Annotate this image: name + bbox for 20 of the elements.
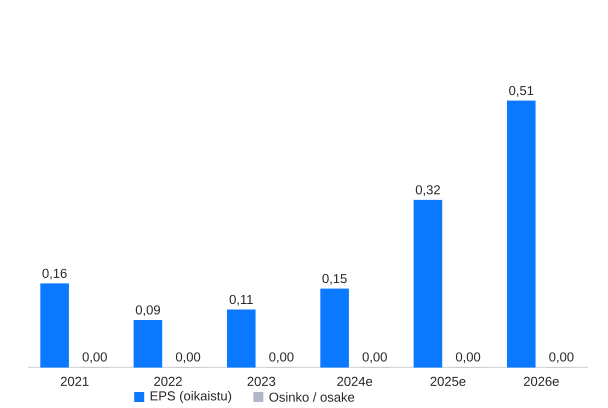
data-label: 0,00 [549, 352, 574, 364]
x-tick-label: 2024e [337, 376, 372, 386]
data-label: 0,15 [322, 274, 347, 285]
x-tick-label: 2023 [248, 376, 276, 386]
data-label: 0,16 [42, 268, 67, 280]
x-tick-label: 2022 [154, 376, 182, 386]
x-tick-label: 2026e [524, 376, 559, 386]
data-label: 0,32 [416, 185, 440, 196]
x-tick-label: 2021 [60, 376, 88, 386]
data-label: 0,51 [509, 86, 534, 97]
legend-label: Osinko / osake [269, 392, 354, 402]
legend-label: EPS (oikaistu) [150, 390, 232, 404]
data-label: 0,00 [456, 352, 480, 364]
data-label: 0,00 [362, 352, 387, 364]
data-label: 0,00 [82, 352, 107, 364]
data-label: 0,00 [269, 352, 294, 364]
data-label: 0,00 [176, 352, 200, 364]
x-tick-label: 2025e [430, 376, 466, 386]
data-label: 0,09 [136, 305, 160, 316]
data-label: 0,11 [230, 294, 253, 306]
